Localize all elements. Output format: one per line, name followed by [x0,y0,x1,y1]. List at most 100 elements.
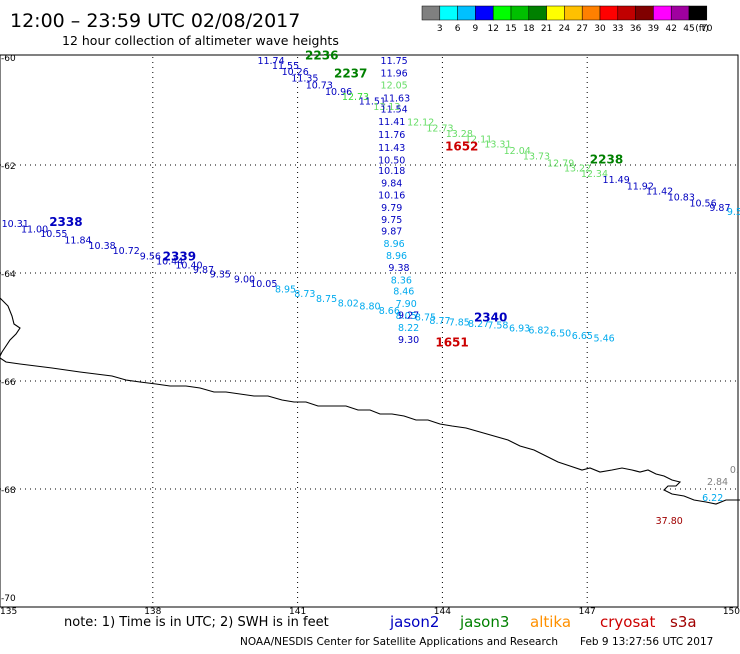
wave-height-label: 10.96 [325,87,352,98]
legend-bin-label: 42 [665,24,676,34]
wave-height-label: 10.05 [250,279,277,290]
footer-note: note: 1) Time is in UTC; 2) SWH is in fe… [64,615,329,630]
wave-height-label: 8.02 [338,298,359,309]
legend-bin-label: 3 [437,24,443,34]
legend-bin-label: 18 [523,24,535,34]
wave-height-label: 10.26 [282,67,309,78]
wave-height-label: 12.04 [504,146,531,157]
legend-bin-label: 33 [612,24,623,34]
wave-height-label: 12.73 [426,124,453,135]
wave-height-legend: 3 6 9 12 15 18 21 24 27 30 33 36 39 42 45 70(ft) [421,5,713,34]
wave-height-label: 8.05 [396,311,417,322]
pass-number-label: 2338 [49,215,82,229]
legend-swatch [528,5,547,21]
wave-height-label: 9.30 [398,335,419,346]
satellite-jason2-label: jason2 [389,613,439,631]
legend-swatch [653,5,672,21]
wave-height-label: 8.77 [429,316,450,327]
wave-height-label: 11.75 [381,56,408,67]
pass-markers: 2236 2237 1652 2238 2338 2339 2340 1651 [49,49,623,350]
wave-height-label: 7.58 [487,321,508,332]
wave-height-label: 8.66 [379,306,400,317]
map-subtitle: 12 hour collection of altimeter wave hei… [62,33,339,48]
lat-tick-label: -60 [1,54,16,64]
wave-height-label: 9.87 [709,203,730,214]
wave-height-label: 9.35 [210,269,231,280]
lon-tick-label: 150 [723,607,740,617]
wave-height-label: 10.31 [2,219,29,230]
pass-number-label: 2238 [590,152,623,166]
legend-swatch [617,5,636,21]
wave-height-label: 13.28 [446,129,473,140]
legend-bin-label: 15 [505,24,516,34]
wave-height-label: 8.22 [398,323,419,334]
wave-height-label: 8.46 [393,287,414,298]
coastline [0,297,740,505]
satellite-jason3-label: jason3 [459,613,509,631]
legend-bin-label: 27 [576,24,587,34]
pass-number-label: 2340 [474,311,507,325]
satellite-s3a-label: s3a [670,613,697,631]
wave-height-label: 11.00 [21,225,48,236]
wave-height-label: 10.73 [306,80,333,91]
wave-height-label: 9.38 [388,263,409,274]
wave-height-label: 13.22 [564,163,591,174]
wave-height-label: 10.18 [378,166,405,177]
legend-bin-label: 45 [683,24,694,34]
pass-number-label: 1652 [445,139,478,153]
wave-height-label: 10.56 [689,199,716,210]
wave-height-label: 12.79 [547,159,574,170]
wave-height-label: 9.87 [381,227,402,238]
legend-bin-label: 12 [487,24,498,34]
legend-bin-label: 39 [648,24,660,34]
wave-height-label: 8.80 [359,302,380,313]
footer-timestamp: Feb 9 13:27:56 UTC 2017 [580,636,713,648]
wave-height-label: 8.73 [294,289,315,300]
pass-number-label: 2237 [334,67,367,81]
wave-height-label: 11.42 [646,187,673,198]
wave-height-label: 10.83 [668,193,695,204]
wave-height-label: 11.76 [378,130,405,141]
legend-swatch [492,5,512,21]
wave-height-label: 11.51 [359,97,386,108]
lat-tick-label: -66 [1,378,16,388]
footer-credit: NOAA/NESDIS Center for Satellite Applica… [240,636,558,648]
wave-height-label: 6.50 [550,329,571,340]
wave-height-label: 5.46 [594,334,615,345]
wave-height-label: 7.90 [396,299,417,310]
wave-height-label: 11.41 [378,117,405,128]
wave-height-label: 9.27 [398,310,419,321]
legend-bin-label: 30 [594,24,606,34]
legend-unit: (ft) [695,24,709,34]
legend-swatch [457,5,476,21]
wave-height-label: 37.80 [656,516,683,527]
wave-height-label: 8.96 [386,251,407,262]
wave-height-label: 9.75 [381,215,402,226]
lat-tick-label: -62 [1,162,16,172]
wave-height-label: 11.55 [272,61,299,72]
wave-height-label: 11.96 [381,68,408,79]
wave-height-label: 8.27 [468,319,489,330]
pass-number-label: 1651 [435,335,468,349]
wave-height-label: 9.5 [727,207,740,218]
legend-bin-label: 24 [559,24,571,34]
wave-height-label: 13.13 [373,102,400,113]
wave-height-label: 11.49 [603,175,630,186]
wave-height-label: 10.16 [378,190,405,201]
wave-height-label: 11.74 [257,56,284,67]
wave-height-label: 11.43 [378,143,405,154]
wave-height-label: 8.96 [384,239,405,250]
wave-height-label: 11.92 [627,181,654,192]
pass-number-label: 2236 [305,49,338,63]
altimeter-tracks: 11.7411.5510.2611.3510.7310.9612.7311.51… [2,56,740,527]
legend-bin-label: 9 [473,24,479,34]
wave-height-label: 6.82 [528,325,549,336]
lon-tick-label: 147 [579,607,596,617]
legend-swatch [670,5,690,21]
legend-swatch [475,5,494,21]
wave-height-label: 9.84 [381,179,402,190]
legend-bin-label: 36 [630,24,642,34]
legend-bin-label: 6 [455,24,461,34]
